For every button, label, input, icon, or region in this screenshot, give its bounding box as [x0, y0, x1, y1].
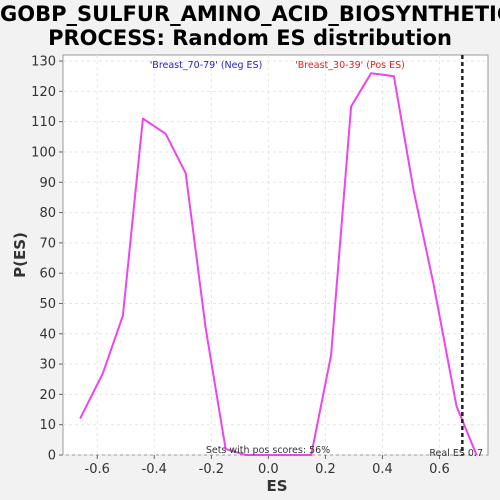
y-tick-label: 60 — [39, 267, 56, 282]
x-axis-label: ES — [266, 477, 287, 495]
grid — [63, 55, 488, 456]
x-tick-label: 0.4 — [372, 462, 393, 477]
y-tick-label: 20 — [39, 388, 56, 403]
annotations: 'Breast_70-79' (Neg ES) 'Breast_30-39' (… — [150, 55, 483, 459]
chart-title-line-2: PROCESS: Random ES distribution — [48, 26, 452, 50]
y-tick-label: 0 — [48, 449, 56, 464]
series-layer — [79, 72, 478, 456]
y-tick-label: 120 — [31, 85, 56, 100]
y-tick-label: 90 — [39, 176, 56, 191]
y-tick-label: 110 — [31, 115, 56, 130]
y-tick-label: 100 — [31, 145, 56, 160]
y-tick-label: 70 — [39, 236, 56, 251]
axes: 0 10 20 30 40 50 60 70 80 90 100 110 120 130 -0.6 -0.4 -… — [31, 55, 450, 477]
y-axis-label: P(ES) — [11, 232, 29, 278]
real-es-label: Real ES 0.7 — [429, 448, 483, 459]
series-line — [79, 72, 478, 456]
x-tick-label: -0.6 — [85, 462, 110, 477]
x-tick-label: -0.2 — [199, 462, 224, 477]
y-tick-label: 50 — [39, 297, 56, 312]
chart-title: GOBP_SULFUR_AMINO_ACID_BIOSYNTHETIC_ PRO… — [0, 2, 500, 50]
x-tick-label: 0.0 — [258, 462, 279, 477]
y-tick-label: 10 — [39, 418, 56, 433]
y-tick-label: 130 — [31, 55, 56, 70]
y-tick-label: 80 — [39, 206, 56, 221]
x-tick-label: 0.2 — [315, 462, 336, 477]
plot-area — [62, 54, 489, 456]
x-tick-label: 0.6 — [429, 462, 450, 477]
y-tick-label: 40 — [39, 327, 56, 342]
y-tick-label: 30 — [39, 358, 56, 373]
x-tick-label: -0.4 — [142, 462, 167, 477]
pos-scores-text: Sets with pos scores: 56% — [206, 445, 330, 456]
chart-title-line-1: GOBP_SULFUR_AMINO_ACID_BIOSYNTHETIC_ — [0, 2, 500, 26]
pos-es-label: 'Breast_30-39' (Pos ES) — [295, 60, 405, 71]
neg-es-label: 'Breast_70-79' (Neg ES) — [150, 60, 263, 71]
